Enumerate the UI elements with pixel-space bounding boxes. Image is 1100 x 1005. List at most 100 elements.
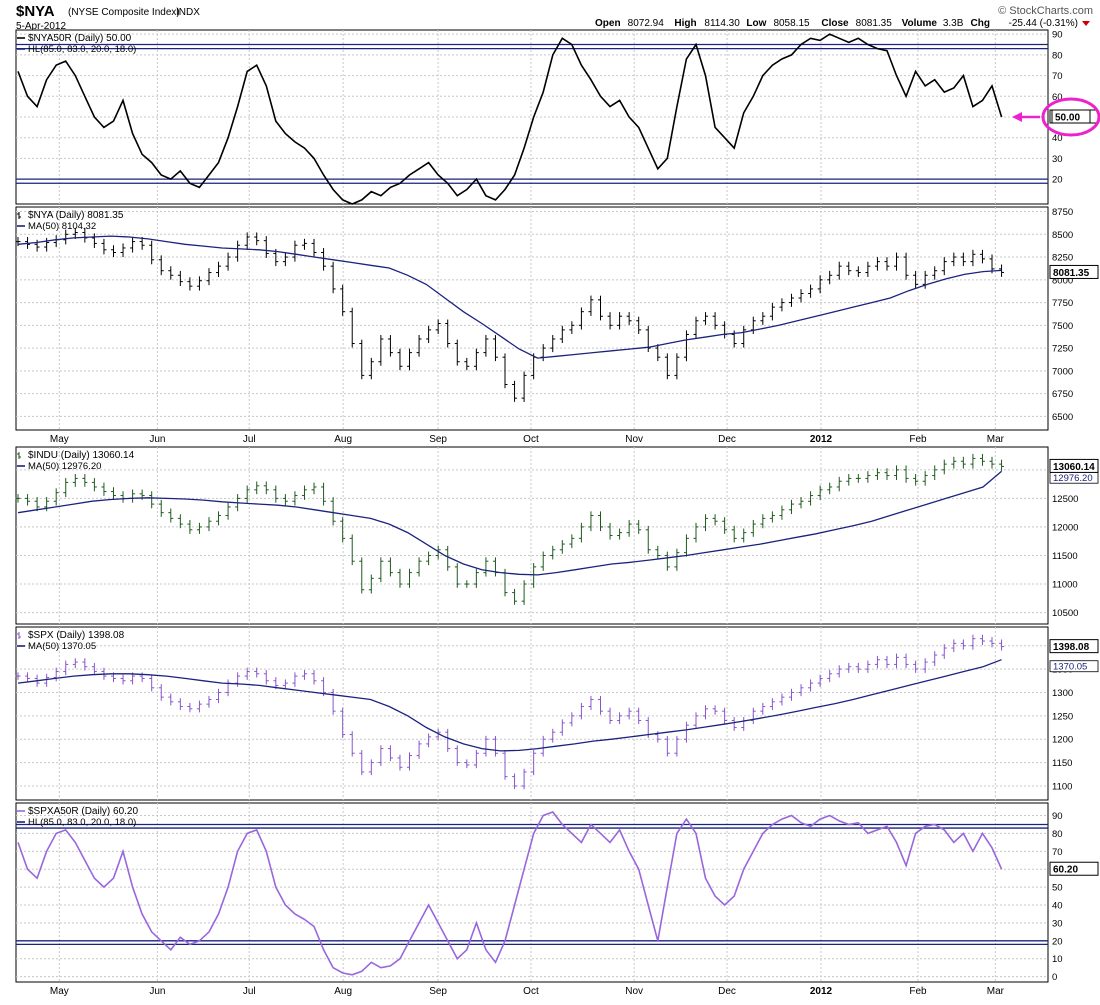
ohlc-value: 8058.15 — [773, 18, 810, 29]
y-tick-label: 11000 — [1052, 580, 1078, 591]
breadth-line — [17, 33, 1003, 205]
legend-primary: $NYA50R (Daily) 50.00 — [28, 33, 132, 44]
last-value-box — [1049, 639, 1099, 654]
y-tick-label: 8000 — [1052, 275, 1073, 286]
ohlc-value: 3.3B — [943, 18, 964, 29]
highlight-arrow-icon — [1012, 112, 1022, 122]
chart-panel: 0102030405060708090$SPXA50R (Daily) 60.2… — [15, 802, 1099, 997]
y-tick-label: 6500 — [1052, 412, 1073, 423]
x-month-label: Sep — [429, 986, 447, 997]
y-tick-label: 8250 — [1052, 253, 1073, 264]
ohlc-value: 8081.35 — [856, 18, 893, 29]
x-month-label: Feb — [909, 434, 927, 445]
ohlc-legend-icon — [17, 212, 21, 219]
y-tick-label: 80 — [1052, 829, 1063, 840]
annotation-value: 50.00 — [1055, 113, 1080, 124]
y-tick-label: 7250 — [1052, 344, 1073, 355]
y-tick-label: 40 — [1052, 133, 1063, 144]
ma-value-label: 12976.20 — [1053, 473, 1093, 484]
last-value-label: 1398.08 — [1053, 642, 1090, 653]
x-month-label: Mar — [987, 986, 1005, 997]
ohlc-value: 8072.94 — [628, 18, 665, 29]
chart-date: 5-Apr-2012 — [16, 21, 66, 32]
ohlc-legend-icon — [17, 632, 21, 639]
y-tick-label: 30 — [1052, 154, 1063, 165]
chart-panel: 6500 6750 7000 7250 7500 7750 8000 8250 8500 8750… — [15, 206, 1099, 445]
x-month-label: 2012 — [810, 986, 833, 997]
y-tick-label: 10 — [1052, 954, 1063, 965]
y-tick-label: 1300 — [1052, 688, 1073, 699]
legend-secondary: MA(50) 8104.32 — [28, 221, 96, 232]
legend-primary: $SPXA50R (Daily) 60.20 — [28, 806, 138, 817]
x-month-label: Dec — [718, 986, 736, 997]
last-value-box — [1049, 861, 1099, 876]
x-month-label: Nov — [625, 434, 643, 445]
x-month-label: Dec — [718, 434, 736, 445]
legend-secondary: MA(50) 12976.20 — [28, 461, 101, 472]
y-tick-label: 8750 — [1052, 207, 1073, 218]
y-tick-label: 7000 — [1052, 366, 1073, 377]
last-value-label: 60.20 — [1053, 865, 1078, 876]
panel-border — [15, 626, 1049, 801]
last-value-box — [1049, 264, 1099, 279]
x-month-label: Jun — [149, 434, 165, 445]
chg-down-arrow-icon — [1082, 21, 1090, 26]
legend-primary: $SPX (Daily) 1398.08 — [28, 630, 125, 641]
x-month-label: 2012 — [810, 434, 833, 445]
moving-average-line — [17, 659, 1002, 752]
moving-average-line — [17, 470, 1003, 576]
y-tick-label: 8500 — [1052, 230, 1073, 241]
y-tick-label: 70 — [1052, 71, 1063, 82]
last-value-box — [1049, 458, 1099, 473]
chart-index-name: (NYSE Composite Index) — [68, 7, 180, 18]
y-tick-label: 90 — [1052, 30, 1063, 41]
legend-primary: $NYA (Daily) 8081.35 — [28, 210, 124, 221]
x-month-label: Jun — [149, 986, 165, 997]
y-tick-label: 10500 — [1052, 608, 1078, 619]
x-month-label: May — [50, 434, 69, 445]
annotation-callout: 50.00 — [1012, 97, 1100, 137]
y-tick-label: 90 — [1052, 811, 1063, 822]
moving-average-line — [17, 235, 1002, 359]
ohlc-label: Open — [595, 18, 621, 29]
x-month-label: Sep — [429, 434, 447, 445]
highlight-circle — [1041, 97, 1100, 137]
panel-border — [15, 446, 1049, 625]
ohlc-label: Low — [746, 18, 766, 29]
x-month-label: Jul — [243, 434, 256, 445]
x-month-label: Oct — [523, 986, 539, 997]
panel-border — [15, 206, 1049, 431]
chart-panels: 2030405060708090$NYA50R (Daily) 50.00HL(… — [15, 29, 1099, 997]
ohlc-summary: -25.44 (-0.31%) Chg 3.3B Volume 8081.35 Close… — [595, 18, 1090, 29]
x-month-label: May — [50, 986, 69, 997]
panel-border — [15, 802, 1049, 983]
y-tick-label: 6750 — [1052, 389, 1073, 400]
legend-secondary: HL(85.0, 83.0, 20.0, 18.0) — [28, 817, 136, 828]
legend-secondary: MA(50) 1370.05 — [28, 641, 96, 652]
chart-panel: 2030405060708090$NYA50R (Daily) 50.00HL(… — [15, 29, 1099, 205]
legend-secondary: HL(85.0, 83.0, 20.0, 18.0) — [28, 44, 136, 55]
ohlc-label: High — [674, 18, 696, 29]
last-value-label: 13060.14 — [1053, 462, 1095, 473]
ohlc-value: 8114.30 — [704, 18, 740, 29]
x-month-label: Aug — [334, 434, 352, 445]
y-tick-label: 11500 — [1052, 551, 1078, 562]
y-tick-label: 1150 — [1052, 758, 1072, 769]
y-tick-label: 0 — [1052, 972, 1057, 983]
y-tick-label: 7500 — [1052, 321, 1073, 332]
y-tick-label: 20 — [1052, 936, 1063, 947]
y-tick-label: 12000 — [1052, 522, 1078, 533]
last-value-label: 8081.35 — [1053, 268, 1090, 279]
y-tick-label: 70 — [1052, 847, 1063, 858]
ma-value-box — [1049, 660, 1099, 673]
chart-panel: 105001100011500120001250013000$INDU (Dai… — [15, 446, 1099, 625]
y-tick-label: 1250 — [1052, 711, 1073, 722]
ohlc-label: Chg — [971, 18, 990, 29]
y-tick-label: 7750 — [1052, 298, 1073, 309]
y-tick-label: 60 — [1052, 92, 1063, 103]
